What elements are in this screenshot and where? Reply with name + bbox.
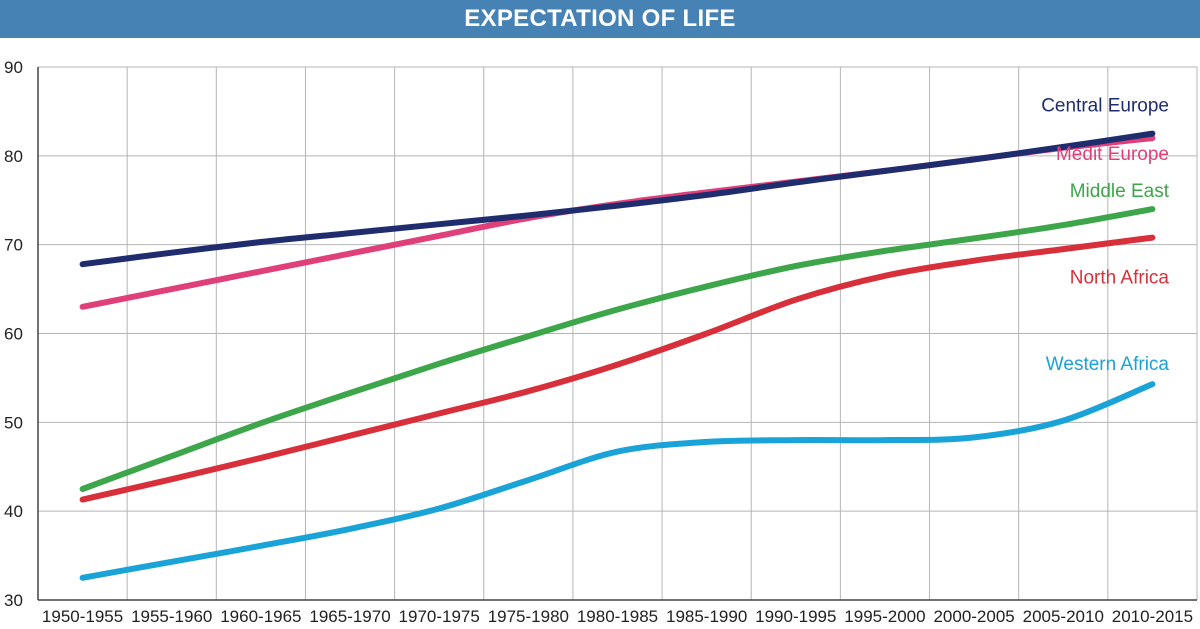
x-tick-label: 1960-1965 (220, 607, 301, 626)
series-label-north-africa: North Africa (1070, 268, 1170, 289)
y-tick-label: 90 (4, 58, 23, 77)
y-tick-label: 80 (4, 147, 23, 166)
axes: 30 40 50 60 70 80 90 1950-1955 1955-1960 1960-196… (4, 58, 1197, 626)
x-tick-label: 1985-1990 (666, 607, 747, 626)
x-tick-label: 1975-1980 (488, 607, 569, 626)
x-tick-label: 1980-1985 (577, 607, 658, 626)
x-tick-label: 2010-2015 (1112, 607, 1193, 626)
series-line-western-africa (79, 381, 1156, 581)
y-tick-label: 30 (4, 591, 23, 610)
y-tick-label: 50 (4, 413, 23, 432)
series-label-medit-europe: Medit Europe (1056, 144, 1169, 165)
series-labels: Central Europe Medit Europe Middle East Nor… (1041, 96, 1170, 376)
series-line-medit-europe (79, 135, 1156, 310)
series-lines (79, 130, 1156, 581)
x-tick-label: 1950-1955 (42, 607, 123, 626)
x-tick-label: 1990-1995 (755, 607, 836, 626)
series-line-middle-east (79, 206, 1156, 492)
series-line-central-europe (79, 130, 1156, 268)
series-line-north-africa (79, 234, 1156, 503)
series-label-middle-east: Middle East (1070, 181, 1170, 202)
y-tick-label: 60 (4, 325, 23, 344)
x-tick-label: 1995-2000 (844, 607, 925, 626)
chart-title-bar: EXPECTATION OF LIFE (0, 0, 1200, 38)
x-tick-label: 2005-2010 (1023, 607, 1104, 626)
y-tick-label: 70 (4, 236, 23, 255)
series-label-western-africa: Western Africa (1046, 354, 1170, 375)
x-tick-label: 1965-1970 (309, 607, 390, 626)
x-tick-label: 2000-2005 (933, 607, 1014, 626)
grid (37, 66, 1198, 601)
series-label-central-europe: Central Europe (1041, 96, 1169, 117)
x-tick-label: 1970-1975 (399, 607, 480, 626)
x-tick-label: 1955-1960 (131, 607, 212, 626)
y-tick-label: 40 (4, 502, 23, 521)
chart-title: EXPECTATION OF LIFE (464, 5, 736, 32)
